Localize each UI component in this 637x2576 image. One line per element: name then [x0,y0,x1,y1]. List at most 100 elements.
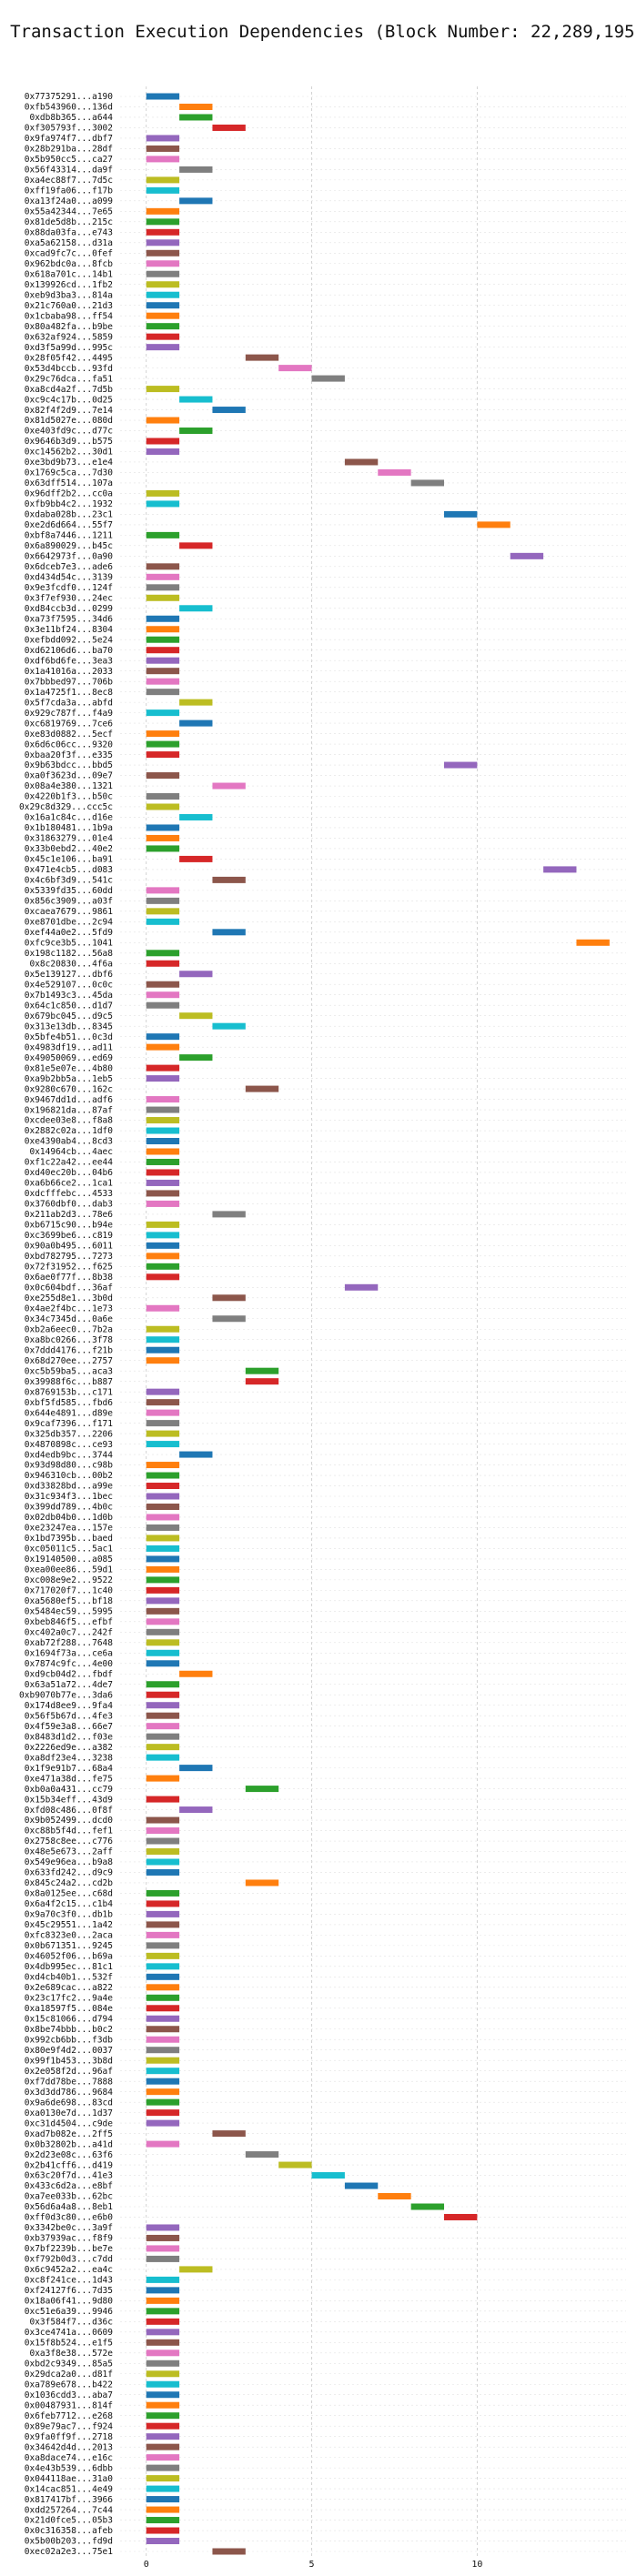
tx-bar [146,1336,180,1343]
tx-label: 0xa0f3623d...09e7 [25,771,113,781]
tx-bar [146,2287,180,2294]
tx-label: 0xa8cd4a2f...7d5b [25,385,114,395]
tx-label: 0x19140500...a085 [25,1555,113,1565]
tx-bar [344,1283,379,1291]
tx-bar [146,207,180,215]
tx-bar [146,1565,180,1573]
tx-bar [146,1117,180,1124]
tx-label: 0x5339fd35...60dd [25,886,113,896]
tx-bar [146,730,180,738]
tx-label: 0xf792b0d3...c7dd [25,2255,113,2265]
tx-bar [146,1639,180,1646]
tx-bar [179,1765,213,1772]
tx-label: 0xa6b66ce2...1ca1 [25,1179,114,1189]
tx-bar [146,918,180,925]
tx-bar [179,1012,213,1020]
tx-label: 0x7bf2239b...be7e [25,2244,114,2254]
tx-bar [146,1001,180,1009]
tx-bar [146,2329,180,2336]
tx-bar [146,417,180,424]
tx-bar [146,1847,180,1855]
tx-bar [146,1043,180,1051]
tx-label: 0x56f43314...da9f [25,166,113,176]
tx-bar [245,2151,279,2158]
tx-label: 0xdb8b365...a644 [29,113,113,123]
tx-bar [146,312,180,319]
tx-bar [146,228,180,236]
tx-label: 0xa7ee033b...62bc [25,2192,113,2202]
tx-label: 0xa13f24a0...a099 [25,196,114,206]
tx-bar [278,2161,312,2168]
tx-label: 0x90a0b495...6011 [25,1242,114,1252]
tx-bar [146,2098,180,2106]
tx-bar [146,1493,180,1500]
tx-bar [179,166,213,173]
tx-bar [146,1221,180,1228]
tx-label: 0x198c1182...56a8 [25,949,114,959]
tx-bar [179,699,213,706]
tx-label: 0x15c81066...d794 [25,2014,114,2024]
tx-label: 0x34642d4d...2013 [25,2442,113,2452]
tx-bar [179,855,213,862]
tx-label: 0xa8dace74...e16c [25,2453,113,2463]
tx-label: 0x6feb7712...e268 [25,2411,114,2421]
tx-label: 0x9b052499...dcd0 [25,1816,114,1826]
tx-label: 0x5bfe4b51...0c3d [25,1032,113,1042]
tx-label: 0xb6715c90...b94e [25,1221,114,1231]
tx-label: 0x2d23e08c...63f6 [25,2150,114,2160]
tx-label: 0xc8f241ce...1d43 [25,2276,113,2286]
tx-bar [146,2370,180,2378]
tx-label: 0x4ae2f4bc...1e73 [25,1303,113,1313]
tx-label: 0xd4edb9bc...3744 [25,1450,114,1460]
tx-bar [146,2496,180,2503]
tx-label: 0xdd257264...7c44 [25,2505,114,2515]
tx-label: 0xea00ee86...59d1 [25,1565,114,1575]
tx-bar [179,197,213,205]
tx-label: 0x28b291ba...28df [25,145,113,155]
tx-bar [245,1378,279,1385]
tx-bar [146,1096,180,1103]
tx-label: 0xcad9fc7c...0fef [25,248,113,258]
tx-bar [245,1085,279,1092]
tx-bar [146,1723,180,1730]
tx-bar [212,1022,246,1030]
tx-label: 0x6a890029...b45c [25,541,113,551]
tx-label: 0x633fd242...d9c9 [25,1868,114,1878]
tx-bar [146,2224,180,2231]
tx-label: 0x1a41016a...2033 [25,667,113,677]
tx-label: 0x33b0ebd2...40e2 [25,844,113,854]
tx-bar [179,428,213,435]
tx-label: 0xfb543960...136d [25,103,113,113]
tx-label: 0x14964cb...4aec [29,1147,113,1157]
tx-bar [146,1827,180,1835]
tx-label: 0xc88b5f4d...fef1 [25,1826,114,1836]
tx-bar [146,239,180,247]
tx-label: 0x77375291...a190 [25,92,114,102]
tx-bar [146,1441,180,1448]
tx-bar [146,291,180,298]
tx-label: 0x1bd7395b...baed [25,1534,113,1544]
tx-label: 0xab72f288...7648 [25,1638,114,1648]
tx-label: 0x9a6de698...83cd [25,2098,113,2108]
tx-bar [146,1273,180,1281]
tx-bar [146,2036,180,2043]
tx-label: 0x2e689cac...a822 [25,1983,113,1993]
tx-bar [179,1451,213,1458]
tx-bar [410,2203,444,2210]
tx-bar [146,1733,180,1740]
tx-bar [146,135,180,142]
tx-label: 0xa8bc0266...3f78 [25,1335,114,1345]
tx-bar [146,2538,180,2545]
tx-label: 0x63c20f7d...41e3 [25,2171,113,2181]
tx-bar [146,1973,180,1980]
tx-label: 0xd434d54c...3139 [25,573,114,583]
tx-label: 0xdaba028b...23c1 [25,510,114,520]
tx-bar [146,1868,180,1876]
tx-bar [179,396,213,403]
tx-bar [444,510,478,518]
tx-label: 0x992cb6bb...f3db [25,2035,114,2045]
tx-bar [146,2506,180,2513]
tx-bar [146,1430,180,1437]
tx-label: 0x4e529107...0c0c [25,980,113,990]
tx-label: 0x1b180481...1b9a [25,823,113,833]
